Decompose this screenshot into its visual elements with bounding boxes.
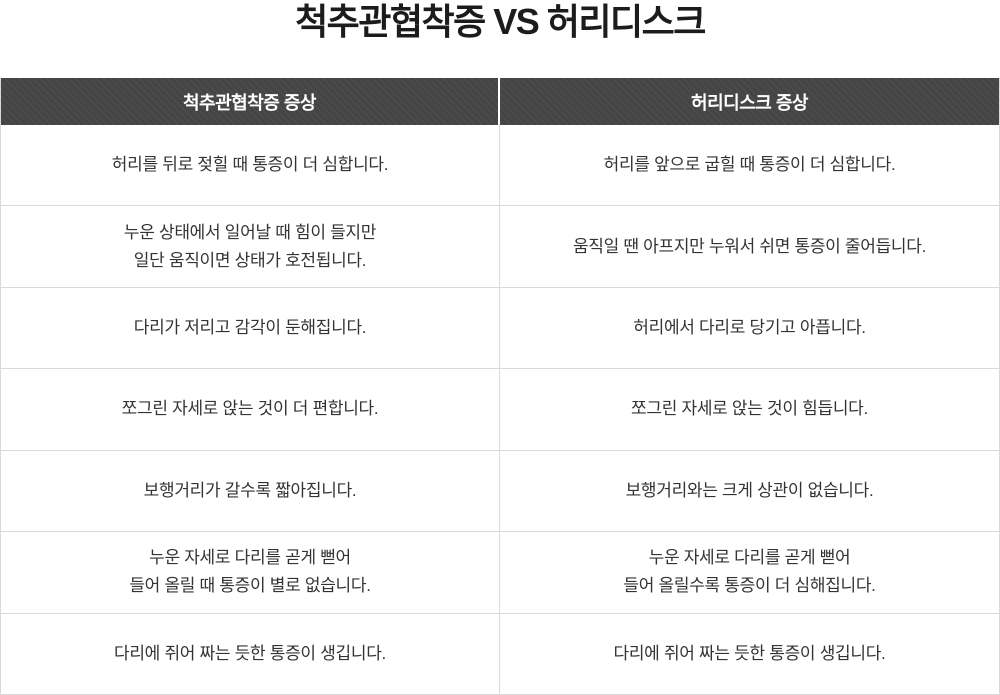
disc-symptom-cell: 움직일 땐 아프지만 누워서 쉬면 통증이 줄어듭니다. xyxy=(572,236,927,256)
disc-symptom-cell: 허리를 앞으로 굽힐 때 통증이 더 심합니다. xyxy=(603,155,896,175)
table-row: 다리가 저리고 감각이 둔해집니다. 허리에서 다리로 당기고 아픕니다. xyxy=(1,287,999,370)
table-row: 누운 자세로 다리를 곧게 뻗어 들어 올릴 때 통증이 별로 없습니다. 누운… xyxy=(1,532,999,614)
page-title: 척추관협착증 VS 허리디스크 xyxy=(295,1,706,42)
disc-symptom-cell: 보행거리와는 크게 상관이 없습니다. xyxy=(625,480,874,500)
table-row: 허리를 뒤로 젖힐 때 통증이 더 심합니다. 허리를 앞으로 굽힐 때 통증이… xyxy=(1,125,999,207)
column-header-disc: 허리디스크 증상 xyxy=(691,92,808,113)
table-row: 누운 상태에서 일어날 때 힘이 들지만 일단 움직이면 상태가 호전됩니다. … xyxy=(1,206,999,288)
disc-symptom-cell: 쪼그린 자세로 앉는 것이 힘듭니다. xyxy=(631,399,868,419)
stenosis-symptom-cell: 다리가 저리고 감각이 둔해집니다. xyxy=(1,287,500,369)
table-row: 쪼그린 자세로 앉는 것이 더 편합니다. 쪼그린 자세로 앉는 것이 힘듭니다… xyxy=(1,369,999,451)
disc-symptom-cell: 다리에 쥐어 짜는 듯한 통증이 생깁니다. xyxy=(613,643,886,663)
disc-symptom-cell: 누운 자세로 다리를 곧게 뻗어 들어 올릴수록 통증이 더 심해집니다. xyxy=(623,548,876,596)
table-header-row: 척추관협착증 증상 허리디스크 증상 xyxy=(1,78,999,125)
stenosis-symptom-cell: 누운 상태에서 일어날 때 힘이 들지만 일단 움직이면 상태가 호전됩니다. xyxy=(1,206,500,287)
stenosis-symptom-cell: 쪼그린 자세로 앉는 것이 더 편합니다. xyxy=(1,369,500,450)
stenosis-symptom-cell: 다리에 쥐어 짜는 듯한 통증이 생깁니다. xyxy=(1,613,500,694)
table-row: 보행거리가 갈수록 짧아집니다. 보행거리와는 크게 상관이 없습니다. xyxy=(1,450,999,533)
symptom-comparison-table: 척추관협착증 증상 허리디스크 증상 허리를 뒤로 젖힐 때 통증이 더 심합니… xyxy=(0,78,1000,695)
table-row: 다리에 쥐어 짜는 듯한 통증이 생깁니다. 다리에 쥐어 짜는 듯한 통증이 … xyxy=(1,613,999,694)
stenosis-symptom-cell: 허리를 뒤로 젖힐 때 통증이 더 심합니다. xyxy=(1,125,500,206)
stenosis-symptom-cell: 보행거리가 갈수록 짧아집니다. xyxy=(1,450,500,532)
disc-symptom-cell: 허리에서 다리로 당기고 아픕니다. xyxy=(633,318,866,338)
stenosis-symptom-cell: 누운 자세로 다리를 곧게 뻗어 들어 올릴 때 통증이 별로 없습니다. xyxy=(1,532,500,613)
title-bar: 척추관협착증 VS 허리디스크 xyxy=(0,0,1000,78)
column-header-stenosis: 척추관협착증 증상 xyxy=(1,78,500,125)
table-body: 허리를 뒤로 젖힐 때 통증이 더 심합니다. 허리를 앞으로 굽힐 때 통증이… xyxy=(1,125,999,694)
